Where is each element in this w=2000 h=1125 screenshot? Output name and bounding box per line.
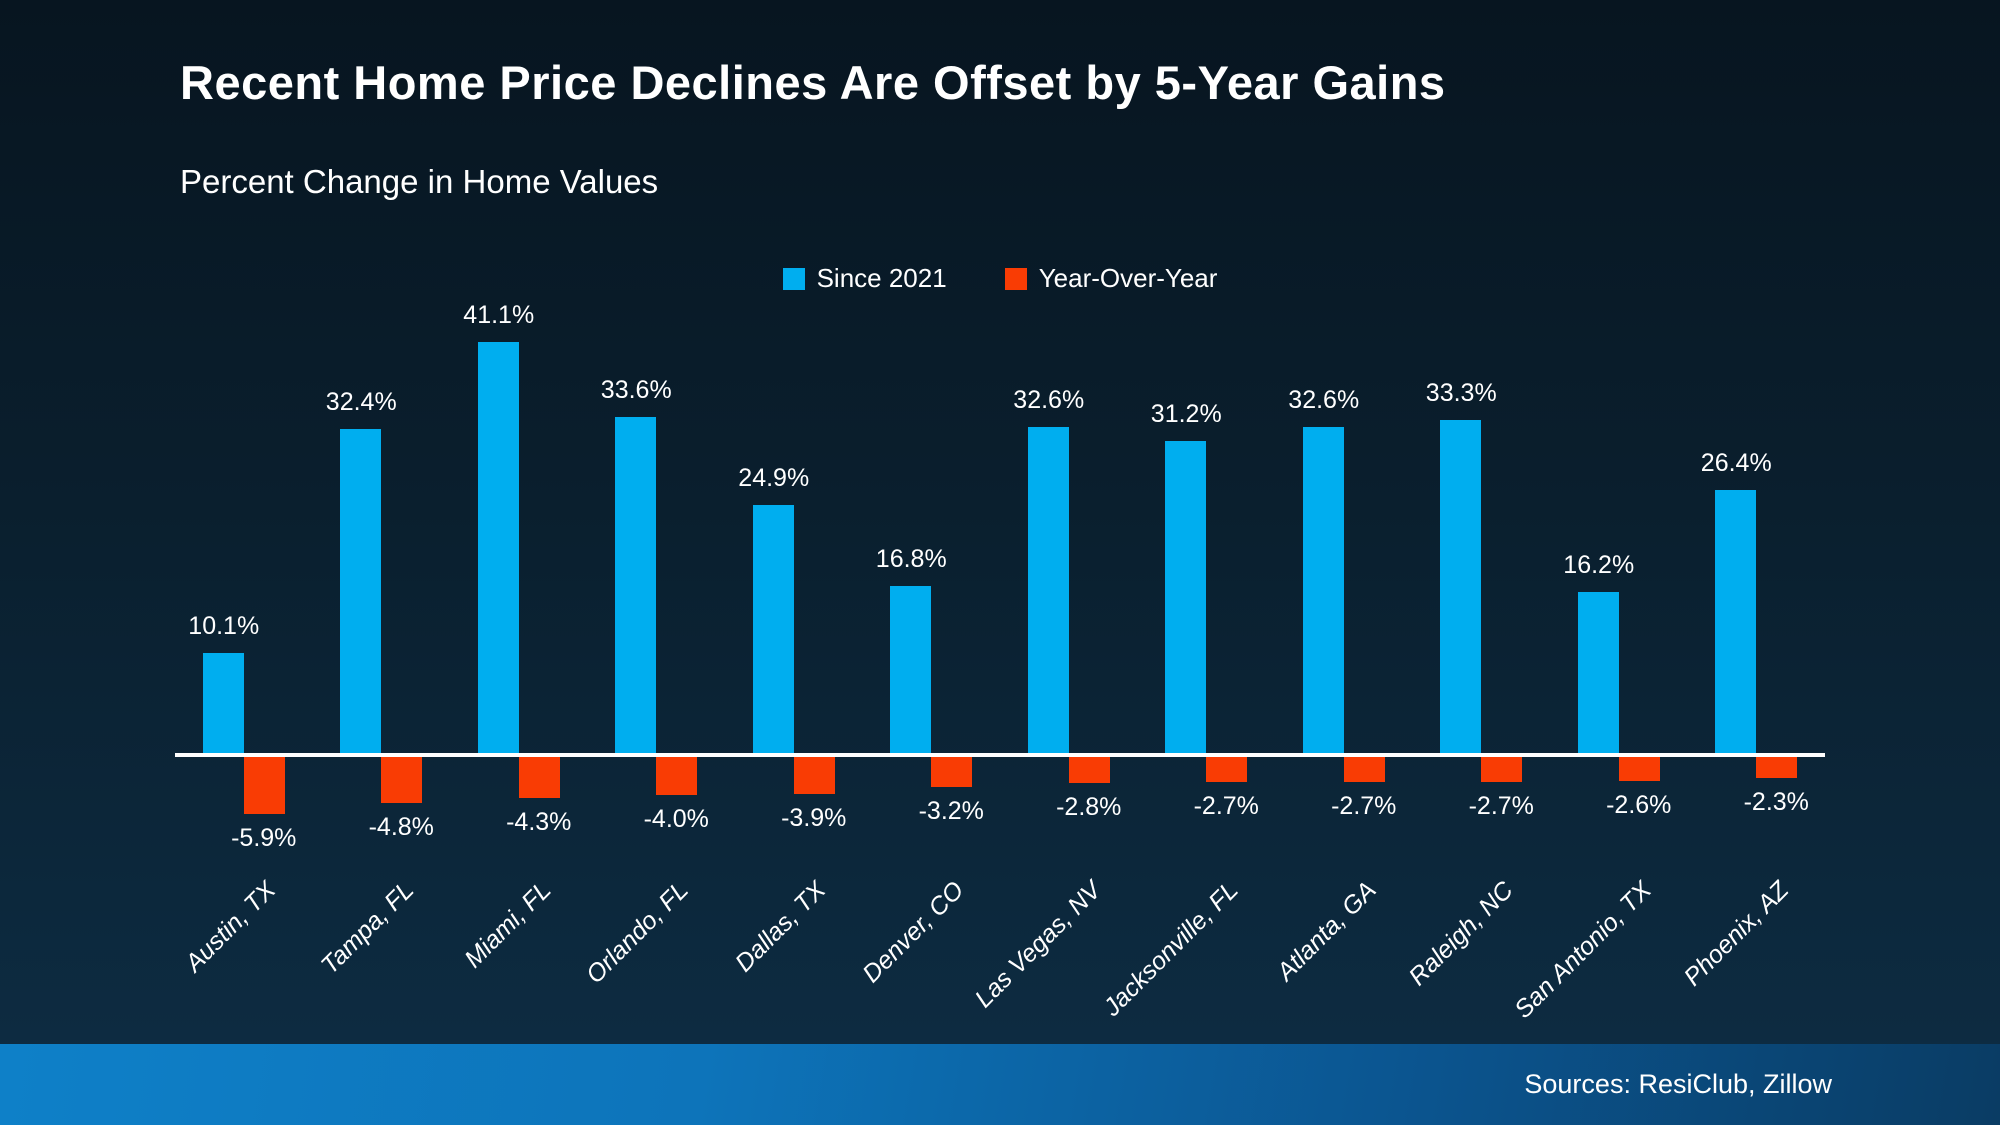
bar-year-over-year xyxy=(1618,755,1660,781)
bar-year-over-year xyxy=(518,755,560,798)
bar-value-label: 16.8% xyxy=(875,545,947,573)
bar-value-label: 16.2% xyxy=(1563,551,1635,579)
bar-since-2021 xyxy=(615,417,657,755)
bar-year-over-year xyxy=(1068,755,1110,783)
bar-year-over-year xyxy=(793,755,835,794)
legend-label-year-over-year: Year-Over-Year xyxy=(1038,263,1218,293)
bar-value-label: 33.6% xyxy=(600,376,672,404)
chart-title: Recent Home Price Declines Are Offset by… xyxy=(180,56,1446,109)
bar-value-label: -3.9% xyxy=(781,804,847,832)
bar-group: 26.4% -2.3% Phoenix, AZ xyxy=(1679,330,1826,991)
legend-label-since-2021: Since 2021 xyxy=(816,263,947,293)
bar-group: 31.2% -2.7% Jacksonville, FL xyxy=(1098,330,1276,1022)
bar-year-over-year xyxy=(656,755,698,795)
bar-since-2021 xyxy=(1715,490,1757,755)
bar-since-2021 xyxy=(1440,420,1482,755)
bar-year-over-year xyxy=(1206,755,1248,782)
city-label: Dallas, TX xyxy=(730,876,832,978)
bar-value-label: 41.1% xyxy=(463,301,535,329)
legend-item-since-2021: Since 2021 xyxy=(782,263,947,294)
bar-value-label: -5.9% xyxy=(231,824,297,852)
city-label: Miami, FL xyxy=(459,876,557,974)
bar-value-label: -4.8% xyxy=(368,813,434,841)
bar-value-label: -2.7% xyxy=(1331,792,1397,820)
city-label: Denver, CO xyxy=(856,876,970,989)
bar-since-2021 xyxy=(340,429,382,755)
legend-swatch-year-over-year-icon xyxy=(1004,267,1027,290)
city-label: Austin, TX xyxy=(180,876,282,978)
city-label: Atlanta, GA xyxy=(1271,876,1382,987)
bar-group: 32.6% -2.8% Las Vegas, NV xyxy=(969,330,1138,1013)
bar-year-over-year xyxy=(1756,755,1798,778)
bar-since-2021 xyxy=(890,586,932,755)
city-label: Tampa, FL xyxy=(315,876,420,980)
bar-value-label: -4.3% xyxy=(506,808,572,836)
city-label: Phoenix, AZ xyxy=(1678,876,1795,992)
bar-year-over-year xyxy=(381,755,423,803)
bar-group: 32.4% -4.8% Tampa, FL xyxy=(313,330,451,980)
legend-swatch-since-2021-icon xyxy=(782,267,805,290)
bar-value-label: -2.7% xyxy=(1468,792,1534,820)
bar-year-over-year xyxy=(243,755,285,814)
bar-since-2021 xyxy=(1577,592,1619,755)
bar-group: 33.6% -4.0% Orlando, FL xyxy=(581,330,726,989)
bar-value-label: 32.4% xyxy=(325,388,397,416)
bar-group: 32.6% -2.7% Atlanta, GA xyxy=(1271,330,1413,986)
bar-year-over-year xyxy=(931,755,973,787)
x-axis-line xyxy=(175,753,1825,757)
bar-year-over-year xyxy=(1481,755,1523,782)
city-label: San Antonio, TX xyxy=(1508,876,1657,1024)
bar-value-label: 31.2% xyxy=(1150,400,1222,428)
bar-group: 24.9% -3.9% Dallas, TX xyxy=(725,330,863,977)
city-label: Orlando, FL xyxy=(580,876,695,990)
bar-value-label: 24.9% xyxy=(738,464,810,492)
bar-value-label: -3.2% xyxy=(918,797,984,825)
bar-value-label: -2.6% xyxy=(1606,791,1672,819)
bar-since-2021 xyxy=(1027,427,1069,755)
bar-value-label: -2.7% xyxy=(1193,792,1259,820)
chart-subtitle: Percent Change in Home Values xyxy=(180,163,659,200)
bar-group: 16.2% -2.6% San Antonio, TX xyxy=(1509,330,1688,1024)
bar-since-2021 xyxy=(477,342,519,755)
footer-bar: Sources: ResiClub, Zillow xyxy=(0,1044,2000,1125)
bar-group: 10.1% -5.9% Austin, TX xyxy=(175,330,313,977)
plot-area: 10.1% -5.9% Austin, TX 32.4% -4.8% Tampa, FL 4… xyxy=(175,301,1826,1024)
bar-since-2021 xyxy=(202,653,244,755)
bar-value-label: -2.8% xyxy=(1056,793,1122,821)
bar-group: 41.1% -4.3% Miami, FL xyxy=(450,301,588,973)
bar-group: 16.8% -3.2% Denver, CO xyxy=(857,330,1001,988)
bar-group: 33.3% -2.7% Raleigh, NC xyxy=(1404,330,1551,991)
bar-value-label: 10.1% xyxy=(188,612,260,640)
bar-value-label: 32.6% xyxy=(1013,386,1085,414)
bar-since-2021 xyxy=(1165,441,1207,755)
sources-text: Sources: ResiClub, Zillow xyxy=(1524,1069,1832,1099)
legend: Since 2021 Year-Over-Year xyxy=(175,263,1825,294)
bar-value-label: 32.6% xyxy=(1288,386,1360,414)
bar-value-label: 33.3% xyxy=(1425,379,1497,407)
bar-value-label: 26.4% xyxy=(1700,449,1772,477)
city-label: Las Vegas, NV xyxy=(969,876,1107,1014)
bar-since-2021 xyxy=(752,505,794,755)
bar-value-label: -4.0% xyxy=(643,805,709,833)
bar-year-over-year xyxy=(1343,755,1385,782)
city-label: Jacksonville, FL xyxy=(1098,876,1245,1022)
legend-item-year-over-year: Year-Over-Year xyxy=(1004,263,1218,294)
city-label: Raleigh, NC xyxy=(1403,876,1520,992)
bar-since-2021 xyxy=(1302,427,1344,755)
bar-value-label: -2.3% xyxy=(1743,788,1809,816)
